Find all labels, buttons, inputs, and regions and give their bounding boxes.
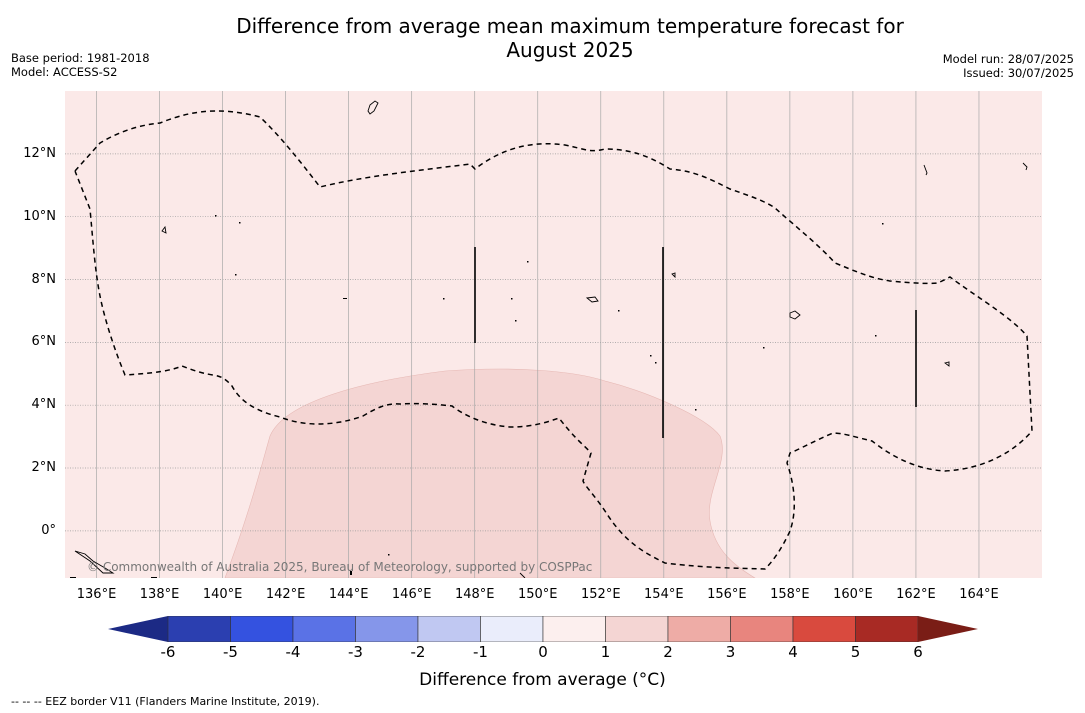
lat-label: 6°N (31, 334, 57, 350)
colorbar-bin (167, 616, 231, 642)
colorbar-bin (417, 616, 481, 642)
lon-label: 158°E (770, 587, 810, 602)
model-name: Model: ACCESS-S2 (11, 65, 118, 79)
colorbar-tick: -4 (285, 643, 301, 661)
forecast-map: © Commonwealth of Australia 2025, Bureau… (65, 91, 1042, 578)
colorbar-tick: 3 (725, 643, 736, 661)
base-period: Base period: 1981-2018 (11, 51, 150, 65)
colorbar-bin (855, 616, 919, 642)
lat-label: 2°N (31, 460, 57, 476)
colorbar-tick: 5 (850, 643, 861, 661)
lon-label: 148°E (454, 587, 495, 602)
title-line-1: Difference from average mean maximum tem… (236, 14, 904, 38)
copyright-notice: © Commonwealth of Australia 2025, Bureau… (87, 560, 592, 574)
colorbar-bin (667, 616, 731, 642)
colorbar-tick: 6 (913, 643, 923, 661)
colorbar-under-arrow (108, 616, 168, 642)
lon-label: 164°E (959, 587, 999, 602)
model-run: Model run: 28/07/2025 (942, 52, 1074, 66)
lat-label: 10°N (23, 208, 56, 224)
lon-label: 150°E (517, 587, 558, 602)
map-title: Difference from average mean maximum tem… (200, 14, 940, 62)
colorbar-bin (480, 616, 544, 642)
anomaly-region-1-to-2 (224, 368, 756, 578)
lat-label: 8°N (31, 271, 57, 287)
lon-label: 144°E (328, 587, 369, 602)
colorbar-bin (605, 616, 669, 642)
colorbar-tick: 1 (600, 643, 611, 661)
lon-label: 142°E (265, 587, 306, 602)
colorbar-label: Difference from average (°C) (419, 670, 666, 690)
colorbar-tick: -6 (160, 643, 176, 661)
tiny-islands (70, 215, 884, 578)
lon-label: 162°E (896, 587, 936, 602)
lon-label: 160°E (833, 587, 873, 602)
colorbar-tick: -5 (223, 643, 238, 661)
lon-label: 140°E (202, 587, 243, 602)
lon-label: 136°E (76, 587, 117, 602)
colorbar-tick: 2 (663, 643, 673, 661)
lon-label: 156°E (707, 587, 747, 602)
graticule (65, 91, 1042, 578)
colorbar-tick: -2 (410, 643, 426, 661)
colorbar (108, 616, 978, 642)
eez-footnote: -- -- -- EEZ border V11 (Flanders Marine… (11, 695, 320, 708)
colorbar-tick: 0 (538, 643, 548, 661)
colorbar-over-arrow (918, 616, 978, 642)
colorbar-bin (730, 616, 794, 642)
colorbar-tick: -1 (473, 643, 488, 661)
meta-left: Base period: 1981-2018 Model: ACCESS-S2 (11, 51, 150, 79)
colorbar-bin (792, 616, 856, 642)
lat-label: 12°N (23, 145, 56, 161)
colorbar-tick: 4 (788, 643, 798, 661)
issued-date: Issued: 30/07/2025 (963, 66, 1074, 80)
colorbar-bin (542, 616, 606, 642)
lon-label: 138°E (139, 587, 180, 602)
colorbar-tick: -3 (348, 643, 363, 661)
colorbar-bin (355, 616, 419, 642)
lon-label: 154°E (644, 587, 684, 602)
eez-border-north (74, 110, 1033, 570)
lat-label: 4°N (31, 397, 57, 413)
lon-label: 146°E (391, 587, 432, 602)
title-line-2: August 2025 (506, 38, 634, 62)
colorbar-bin (230, 616, 294, 642)
colorbar-bins (167, 616, 919, 642)
lat-label: 0° (41, 522, 56, 538)
boundary-segments (474, 247, 917, 438)
island-outlines (74, 100, 1028, 578)
colorbar-bin (292, 616, 356, 642)
lon-label: 152°E (581, 587, 621, 602)
meta-right: Model run: 28/07/2025 Issued: 30/07/2025 (943, 52, 1074, 80)
